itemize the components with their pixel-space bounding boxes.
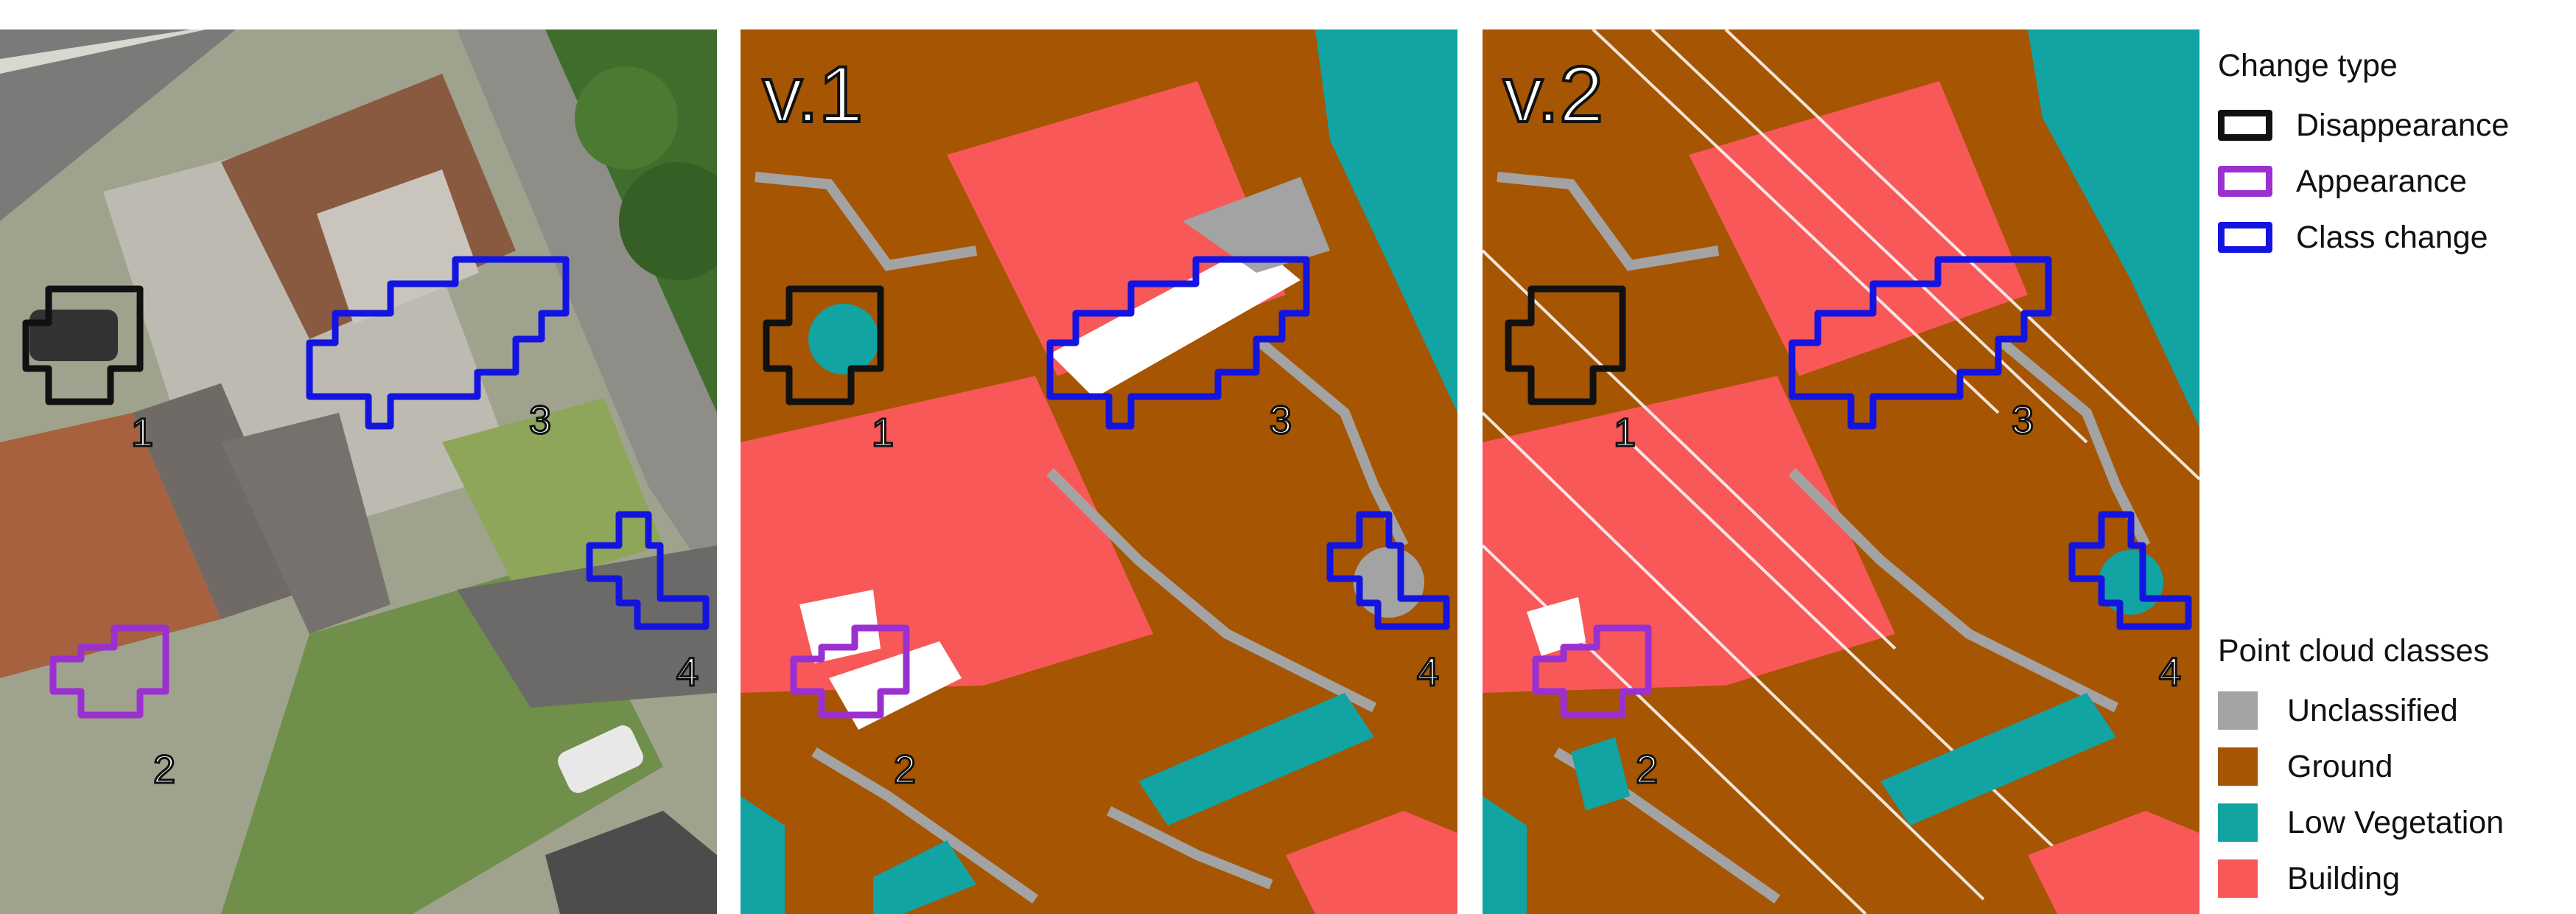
point-cloud-classes-legend-title: Point cloud classes [2218, 633, 2490, 669]
region-4-outline [586, 511, 710, 630]
region-3-number: 3 [1270, 398, 1292, 442]
region-2-number: 2 [153, 747, 175, 792]
unclassified-swatch [2218, 691, 2258, 730]
region-4-number: 4 [2159, 650, 2181, 694]
legend-label: Ground [2287, 748, 2393, 784]
point-cloud-v1-panel: 1 2 3 4 v.1 [741, 29, 1457, 914]
point-cloud-classes-legend: Point cloud classes Unclassified Ground … [2211, 629, 2576, 907]
point-cloud-v2-panel: 1 2 3 4 v.2 [1483, 29, 2199, 914]
region-1-outline [763, 285, 884, 405]
panel-v2-label: v.2 [1503, 49, 1603, 139]
change-type-legend: Change type Disappearance Appearance Cla… [2211, 44, 2576, 265]
region-4-outline [1326, 511, 1450, 630]
legend-label: Class change [2296, 219, 2488, 255]
low-vegetation-swatch [2218, 803, 2258, 842]
scan-line-artefacts [1483, 29, 2199, 914]
legend-label: Low Vegetation [2287, 804, 2505, 840]
legend-item-class-change: Class change [2211, 209, 2576, 265]
legend-label: Building [2287, 860, 2400, 896]
legend-item-unclassified: Unclassified [2211, 683, 2576, 739]
region-4-outline [2068, 511, 2192, 630]
region-3-outline [306, 256, 570, 430]
region-2-number: 2 [1636, 747, 1658, 792]
legend-label: Unclassified [2287, 692, 2458, 728]
region-1-number: 1 [872, 411, 894, 455]
aerial-image-panel: 1 2 3 4 [0, 29, 717, 914]
class-change-swatch [2218, 222, 2272, 253]
region-3-outline [1788, 256, 2052, 430]
region-2-outline [790, 624, 910, 719]
point-cloud-v2: 1 2 3 4 v.2 [1483, 29, 2199, 914]
legend-label: Disappearance [2296, 107, 2510, 143]
legend-item-appearance: Appearance [2211, 153, 2576, 209]
legend-label: Appearance [2296, 163, 2467, 199]
ground-swatch [2218, 747, 2258, 786]
change-type-legend-title: Change type [2218, 48, 2398, 83]
region-2-outline [49, 624, 169, 719]
region-2-number: 2 [894, 747, 916, 792]
region-3-outline [1046, 256, 1310, 430]
aerial-image: 1 2 3 4 [0, 29, 717, 914]
region-3-number: 3 [2012, 398, 2034, 442]
legend-item-ground: Ground [2211, 739, 2576, 795]
region-1-number: 1 [131, 411, 153, 455]
region-2-outline [1532, 624, 1652, 719]
region-1-outline [1505, 285, 1626, 405]
region-4-number: 4 [676, 650, 699, 694]
region-4-number: 4 [1417, 650, 1439, 694]
region-3-number: 3 [529, 398, 551, 442]
building-swatch [2218, 859, 2258, 898]
legend-item-low-vegetation: Low Vegetation [2211, 795, 2576, 851]
disappearance-swatch [2218, 110, 2272, 141]
appearance-swatch [2218, 166, 2272, 197]
region-1-number: 1 [1614, 411, 1636, 455]
region-1-outline [22, 285, 144, 405]
legend-item-building: Building [2211, 851, 2576, 907]
legend-item-disappearance: Disappearance [2211, 97, 2576, 153]
point-cloud-v1: 1 2 3 4 v.1 [741, 29, 1457, 914]
panel-v1-label: v.1 [763, 49, 863, 139]
